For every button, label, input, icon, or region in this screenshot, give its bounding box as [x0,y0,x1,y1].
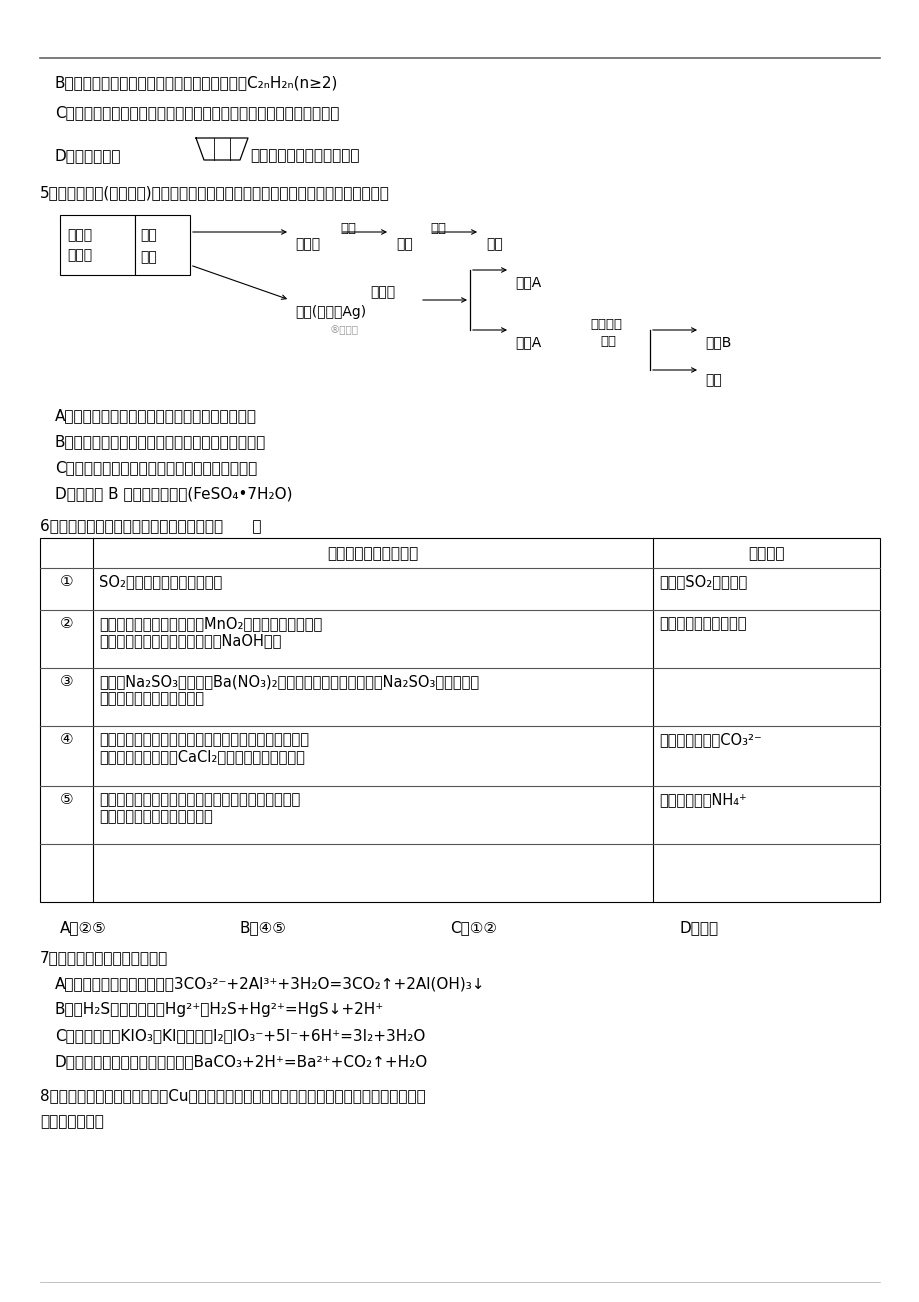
Text: 该溶液一定有NH₄⁺: 该溶液一定有NH₄⁺ [658,792,746,807]
Bar [40,538,879,902]
Text: ①: ① [60,574,74,589]
Text: SO₂使酸性高锰酸钾溶液退色: SO₂使酸性高锰酸钾溶液退色 [99,574,222,589]
Text: C．棱晶烷与立方烷中碳原子均为饱和碳原子，其二氯代物的种数不同: C．棱晶烷与立方烷中碳原子均为饱和碳原子，其二氯代物的种数不同 [55,105,339,120]
Text: 冷却: 冷却 [340,223,356,234]
Text: D．碳酸钡不能用作钡餐的原因：BaCO₃+2H⁺=Ba²⁺+CO₂↑+H₂O: D．碳酸钡不能用作钡餐的原因：BaCO₃+2H⁺=Ba²⁺+CO₂↑+H₂O [55,1055,427,1069]
Text: 金废料: 金废料 [67,247,92,262]
Text: 某溶液加入稀盐酸产生能使澄清石灰水变浑浊的无色无
味气体，该溶液滴加CaCl₂溶液，有白色沉淀生成: 某溶液加入稀盐酸产生能使澄清石灰水变浑浊的无色无 味气体，该溶液滴加CaCl₂溶… [99,732,309,764]
Text: D．苯、盆烯（: D．苯、盆烯（ [55,148,121,163]
Text: ）与棱晶烷属于同分异构体: ）与棱晶烷属于同分异构体 [250,148,359,163]
Text: 铜银合: 铜银合 [67,228,92,242]
Text: 都发生了氧化还原反应: 都发生了氧化还原反应 [658,616,745,631]
Text: 某无色溶液中加入浓氨氧化钠溶液并加热，产生的气
体能使湿润红色石蕊试纸变蓝: 某无色溶液中加入浓氨氧化钠溶液并加热，产生的气 体能使湿润红色石蕊试纸变蓝 [99,792,300,824]
Text: 结　　论: 结 论 [747,546,784,561]
Text: ③: ③ [60,674,74,689]
Text: 适量铁粉: 适量铁粉 [589,318,621,331]
Text: 高温: 高温 [140,250,156,264]
Text: 空气: 空气 [140,228,156,242]
Text: C．酸性溶液中KIO₃与KI反应生成I₂：IO₃⁻+5I⁻+6H⁺=3I₂+3H₂O: C．酸性溶液中KIO₃与KI反应生成I₂：IO₃⁻+5I⁻+6H⁺=3I₂+3H… [55,1029,425,1043]
Text: D．从滤液 B 中可以提取绿矾(FeSO₄•7H₂O): D．从滤液 B 中可以提取绿矾(FeSO₄•7H₂O) [55,486,292,501]
Text: 滤液A: 滤液A [515,335,540,349]
Bar [60,215,135,275]
Text: 滤液B: 滤液B [704,335,731,349]
Text: A．粗铜溶于过量稀硝酸，过滤、低温干燥得纯铜: A．粗铜溶于过量稀硝酸，过滤、低温干燥得纯铜 [55,408,256,423]
Text: ②: ② [60,616,74,631]
Text: B．上述一系列物质互为同系物，它们的通式为C₂ₙH₂ₙ(n≥2): B．上述一系列物质互为同系物，它们的通式为C₂ₙH₂ₙ(n≥2) [55,76,338,90]
Text: C．①②: C．①② [449,921,496,935]
Text: C．用稀硫酸处理渣料时主要发生了氧化还原反应: C．用稀硫酸处理渣料时主要发生了氧化还原反应 [55,460,257,475]
Text: ④: ④ [60,732,74,747]
Text: B．用H₂S去除废水中的Hg²⁺：H₂S+Hg²⁺=HgS↓+2H⁺: B．用H₂S去除废水中的Hg²⁺：H₂S+Hg²⁺=HgS↓+2H⁺ [55,1003,384,1017]
Text: 可证明SO₂有漂白性: 可证明SO₂有漂白性 [658,574,746,589]
Text: 银熔体: 银熔体 [295,237,320,251]
Text: A．②⑤: A．②⑤ [60,921,107,935]
Text: 实　　验　　事　　实: 实 验 事 实 [327,546,418,561]
Text: 关说法正确的是: 关说法正确的是 [40,1115,104,1129]
Text: 7．下列离子方程式不正确的是: 7．下列离子方程式不正确的是 [40,950,168,965]
Text: 纯银: 纯银 [485,237,502,251]
Text: B．④⑤: B．④⑤ [240,921,287,935]
Bar [135,215,190,275]
Text: 6．从下列事实所列出的相应结论正确的是（      ）: 6．从下列事实所列出的相应结论正确的是（ ） [40,518,261,533]
Text: 电解: 电解 [429,223,446,234]
Text: 滤渣A: 滤渣A [515,275,540,289]
Text: 8．某化学兴趣小组进行了有关Cu、硝酸、硫酸化学性质的实验，实验过程如图所示。下列有: 8．某化学兴趣小组进行了有关Cu、硝酸、硫酸化学性质的实验，实验过程如图所示。下… [40,1088,425,1103]
Text: 浓盐酸可除去烧瓶内残留的MnO₂，稀硝酸可除去试管
内壁的银镜，用磨口玻璃瓶保存NaOH溶液: 浓盐酸可除去烧瓶内残留的MnO₂，稀硝酸可除去试管 内壁的银镜，用磨口玻璃瓶保存… [99,616,322,648]
Text: B．电解时用粗银作阴极，硝酸银溶液为电解质溶液: B．电解时用粗银作阴极，硝酸银溶液为电解质溶液 [55,434,266,449]
Text: 粗铜: 粗铜 [704,372,721,387]
Text: 过滤: 过滤 [599,335,616,348]
Text: ⑤: ⑤ [60,792,74,807]
Text: D．全部: D．全部 [679,921,719,935]
Text: 稀硫酸: 稀硫酸 [369,285,394,299]
Text: A．泡沫灭火器的工作原理：3CO₃²⁻+2Al³⁺+3H₂O=3CO₂↑+2Al(OH)₃↓: A．泡沫灭火器的工作原理：3CO₃²⁻+2Al³⁺+3H₂O=3CO₂↑+2Al… [55,976,485,991]
Text: ®正确云: ®正确云 [330,326,358,335]
Text: 确定该溶液存在CO₃²⁻: 确定该溶液存在CO₃²⁻ [658,732,761,747]
Text: 渣料(含少量Ag): 渣料(含少量Ag) [295,305,366,319]
Text: 5．以铜银合金(含少量铁)废料为原料回收银和铜的工艺流程如下，下列说法正确的是: 5．以铜银合金(含少量铁)废料为原料回收银和铜的工艺流程如下，下列说法正确的是 [40,185,390,201]
Text: 取少量Na₂SO₃样品加入Ba(NO₃)₂溶液后，产生白色沉淀证明Na₂SO₃已氧化变质
滴加稀盐酸，沉淀不溶解，: 取少量Na₂SO₃样品加入Ba(NO₃)₂溶液后，产生白色沉淀证明Na₂SO₃已… [99,674,479,707]
Text: 粗银: 粗银 [395,237,413,251]
